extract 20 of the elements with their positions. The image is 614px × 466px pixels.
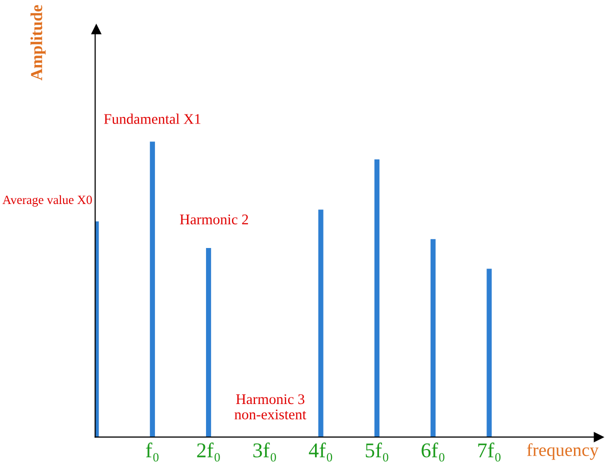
- x-tick-label: f₀: [146, 442, 159, 462]
- x-tick-label: 2f₀: [197, 442, 220, 462]
- bar: [374, 159, 380, 438]
- text: Fundamental X1: [104, 114, 200, 124]
- x-axis-title: frequency: [527, 443, 599, 460]
- x-tick-label: 7f₀: [478, 442, 501, 462]
- bar: [430, 239, 436, 438]
- bar: [95, 221, 99, 438]
- bar: [150, 142, 155, 438]
- x-tick-label: 3f₀: [253, 442, 276, 462]
- x-tick-label: 5f₀: [366, 442, 388, 462]
- x-tick-label: 6f₀: [422, 442, 444, 462]
- y-axis-title: Amplitude: [30, 5, 46, 80]
- bar: [486, 268, 492, 438]
- annotation: Harmonic 2: [180, 214, 248, 224]
- annotation: Average value X0: [2, 195, 92, 207]
- bar: [206, 248, 212, 438]
- x-tick-label: 4f₀: [308, 442, 332, 462]
- annotation: Harmonic 3 non-existent: [234, 394, 306, 420]
- bar: [318, 210, 324, 438]
